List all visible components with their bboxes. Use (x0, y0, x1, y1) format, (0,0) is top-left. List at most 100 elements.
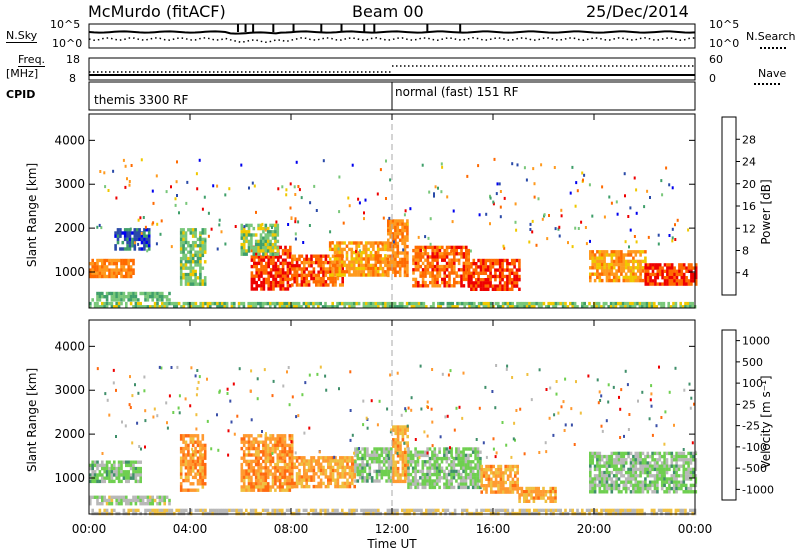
echo-cell (591, 480, 594, 484)
echo-cell (421, 469, 425, 474)
echo-cell (327, 267, 330, 271)
echo-cell (670, 477, 674, 481)
echo-cell (672, 486, 676, 491)
echo-cell (134, 479, 138, 484)
echo-cell (257, 453, 260, 457)
echo-cell (542, 490, 545, 494)
echo-cell (132, 473, 135, 477)
echo-cell (513, 271, 516, 275)
echo-cell (312, 475, 316, 479)
echo-cell (358, 466, 362, 470)
echo-cell (262, 478, 265, 483)
echo-cell (460, 245, 463, 250)
echo-cell (416, 460, 420, 464)
echo-cell (598, 262, 602, 267)
echo-cell (497, 468, 500, 472)
echo-cell (620, 490, 623, 494)
echo-cell (356, 450, 360, 454)
echo-cell (433, 469, 437, 474)
echo-cell (267, 287, 270, 291)
echo-cell (179, 469, 183, 473)
echo-cell (317, 257, 320, 262)
echo-cell (459, 482, 463, 486)
echo-cell (515, 281, 519, 285)
echo-cell (593, 253, 597, 257)
echo-cell (419, 450, 422, 454)
echo-cell (694, 490, 698, 494)
echo-cell (288, 466, 292, 470)
echo-cell (646, 272, 650, 277)
echo-cell (250, 453, 253, 457)
echo-cell (242, 246, 246, 250)
echo-cell (264, 462, 268, 467)
echo-cell (428, 190, 431, 194)
echo-cell (261, 301, 265, 306)
echo-cell (89, 268, 92, 272)
echo-cell (540, 301, 543, 306)
echo-cell (127, 298, 130, 302)
echo-cell (490, 468, 493, 472)
echo-cell (242, 434, 246, 438)
echo-cell (644, 477, 647, 481)
echo-cell (101, 291, 104, 296)
echo-cell (129, 460, 133, 464)
echo-cell (317, 484, 320, 489)
echo-cell (394, 447, 397, 452)
echo-cell (179, 244, 183, 248)
echo-cell (636, 278, 640, 283)
echo-cell (511, 162, 514, 166)
echo-cell (338, 250, 342, 255)
echo-cell (453, 508, 457, 513)
echo-cell (615, 483, 618, 488)
echo-cell (283, 450, 287, 454)
echo-cell (247, 446, 251, 451)
echo-cell (663, 451, 666, 456)
echo-cell (103, 466, 106, 471)
echo-cell (184, 459, 188, 464)
echo-cell (467, 281, 471, 285)
echo-cell (575, 181, 578, 185)
echo-cell (182, 508, 186, 513)
echo-cell (271, 246, 275, 250)
echo-cell (558, 225, 561, 229)
echo-cell (403, 238, 407, 242)
echo-cell (492, 480, 495, 485)
echo-cell (547, 490, 550, 494)
echo-cell (366, 479, 369, 483)
echo-cell (250, 264, 254, 269)
echo-cell (603, 262, 606, 267)
echo-cell (648, 467, 652, 472)
echo-cell (490, 471, 493, 475)
echo-cell (603, 480, 606, 484)
echo-cell (113, 508, 116, 513)
echo-cell (346, 484, 349, 489)
echo-cell (518, 499, 521, 503)
echo-cell (319, 264, 323, 268)
echo-cell (240, 249, 244, 253)
echo-cell (283, 434, 287, 438)
echo-cell (191, 260, 195, 264)
echo-cell (643, 305, 646, 309)
echo-cell (369, 250, 373, 255)
echo-cell (286, 453, 289, 457)
echo-cell (389, 260, 392, 265)
echo-cell (632, 458, 635, 462)
echo-cell (552, 508, 555, 513)
echo-cell (641, 480, 645, 484)
echo-cell (571, 165, 574, 169)
echo-cell (589, 477, 592, 481)
echo-cell (598, 250, 602, 254)
echo-cell (433, 192, 435, 196)
echo-cell (125, 476, 128, 480)
echo-cell (394, 260, 397, 265)
echo-cell (115, 271, 118, 275)
echo-cell (120, 498, 123, 503)
echo-cell (134, 508, 138, 513)
echo-cell (393, 305, 397, 309)
echo-cell (338, 257, 342, 261)
echo-cell (656, 490, 659, 494)
echo-cell (501, 508, 505, 513)
echo-cell (666, 276, 669, 280)
echo-cell (331, 456, 335, 460)
echo-cell (694, 458, 698, 462)
